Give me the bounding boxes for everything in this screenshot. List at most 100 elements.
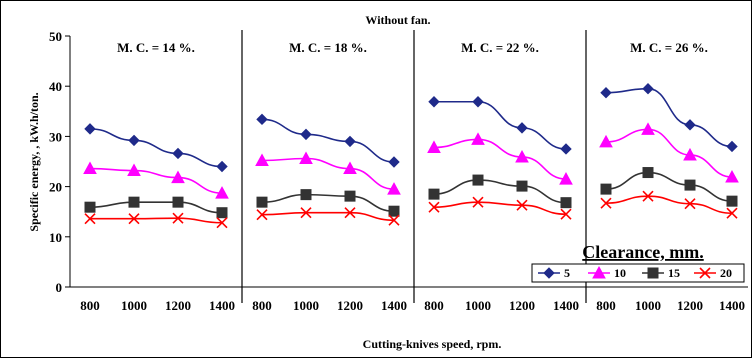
series-line-10 xyxy=(261,157,395,190)
data-point-20 xyxy=(600,197,612,209)
data-point-10 xyxy=(343,161,357,175)
x-axis-label: Cutting-knives speed, rpm. xyxy=(363,337,502,351)
series-line-15 xyxy=(605,171,733,202)
x-tick-label: 1000 xyxy=(121,298,147,313)
panel-label: M. C. = 26 %. xyxy=(630,40,708,55)
data-point-5 xyxy=(256,113,268,126)
series-line-15 xyxy=(433,179,567,204)
series-line-5 xyxy=(89,128,223,168)
series-line-10 xyxy=(433,138,567,180)
series-line-20 xyxy=(261,211,395,222)
series-line-10 xyxy=(89,167,223,194)
data-point-20-stroke xyxy=(684,198,696,210)
data-point-15 xyxy=(726,195,738,207)
data-point-5 xyxy=(300,128,312,141)
legend-marker-15 xyxy=(647,267,659,279)
legend: Clearance, mm. 5 10 15 20 xyxy=(531,242,745,283)
x-tick-label: 1000 xyxy=(465,298,491,313)
data-point-20 xyxy=(344,207,356,219)
data-point-10 xyxy=(515,149,529,163)
data-point-20 xyxy=(128,213,140,225)
data-point-20 xyxy=(388,214,400,226)
data-point-5 xyxy=(726,140,738,153)
series-line-10 xyxy=(605,128,733,178)
data-point-5 xyxy=(642,83,654,95)
data-point-5 xyxy=(516,122,528,134)
data-point-20-stroke xyxy=(516,199,528,211)
data-point-10 xyxy=(83,161,97,175)
data-point-5 xyxy=(344,135,356,148)
data-point-10 xyxy=(387,182,401,195)
x-tick-label: 1400 xyxy=(553,298,579,313)
data-point-20 xyxy=(560,208,572,220)
series-line-20 xyxy=(433,201,567,216)
data-point-15 xyxy=(600,183,612,195)
y-tick-label: 20 xyxy=(49,180,62,195)
x-tick-label: 1000 xyxy=(293,298,319,313)
data-point-20 xyxy=(216,217,228,229)
data-point-5 xyxy=(128,134,140,147)
x-tick-label: 800 xyxy=(424,298,444,313)
data-point-5 xyxy=(600,87,612,99)
data-point-10 xyxy=(299,151,313,164)
data-point-15 xyxy=(84,201,96,213)
legend-label-20: 20 xyxy=(720,266,732,280)
data-point-20-stroke xyxy=(216,217,228,229)
data-point-15 xyxy=(256,196,268,208)
series-line-5 xyxy=(433,100,567,150)
x-tick-label: 1000 xyxy=(635,298,661,313)
data-point-15 xyxy=(128,196,140,208)
x-tick-label: 800 xyxy=(252,298,272,313)
data-point-10 xyxy=(427,140,441,153)
data-point-15 xyxy=(472,174,484,186)
data-point-15 xyxy=(428,188,440,200)
data-point-20 xyxy=(428,201,440,213)
data-point-15 xyxy=(684,179,696,191)
x-tick-label: 1200 xyxy=(165,298,191,313)
data-point-20 xyxy=(472,196,484,208)
panel-2: M. C. = 18 %. 800 1000 1200 1400 xyxy=(252,40,407,313)
data-point-10 xyxy=(599,134,613,148)
data-point-20-stroke xyxy=(388,214,400,226)
data-point-20-stroke xyxy=(128,213,140,225)
data-point-5 xyxy=(684,119,696,131)
data-point-10 xyxy=(641,122,655,135)
data-point-5 xyxy=(84,123,96,135)
data-point-20-stroke xyxy=(472,196,484,208)
panel-3: M. C. = 22 %. 800 1000 1200 1400 xyxy=(424,40,579,313)
panel-label: M. C. = 18 %. xyxy=(289,40,367,55)
data-point-5 xyxy=(216,160,228,173)
y-axis-label: Specific energy, , kW.h/ton. xyxy=(27,92,41,231)
y-tick-label: 50 xyxy=(49,29,62,44)
x-tick-label: 1200 xyxy=(677,298,703,313)
data-point-20-stroke xyxy=(642,190,654,202)
data-point-5 xyxy=(472,96,484,108)
data-point-5 xyxy=(172,147,184,160)
series-line-20 xyxy=(90,217,223,224)
x-tick-label: 1200 xyxy=(337,298,363,313)
data-point-20 xyxy=(84,213,96,225)
y-tick-label: 0 xyxy=(56,280,63,295)
data-point-5 xyxy=(560,143,572,155)
y-tick-label: 10 xyxy=(49,230,62,245)
data-point-20-stroke xyxy=(172,212,184,224)
data-point-10 xyxy=(255,153,269,166)
data-point-20 xyxy=(642,190,654,202)
legend-label-10: 10 xyxy=(614,266,626,280)
chart-title: Without fan. xyxy=(365,13,430,27)
data-point-10 xyxy=(471,132,485,145)
data-point-15 xyxy=(388,205,400,217)
data-point-15 xyxy=(300,189,312,201)
data-point-15 xyxy=(516,180,528,192)
data-point-20-stroke xyxy=(256,209,268,221)
legend-label-5: 5 xyxy=(564,266,570,280)
data-point-10 xyxy=(559,172,573,185)
data-point-20 xyxy=(516,199,528,211)
data-point-10 xyxy=(725,170,739,183)
data-point-20-stroke xyxy=(300,207,312,219)
data-point-15 xyxy=(344,190,356,202)
series-line-20 xyxy=(605,195,733,215)
